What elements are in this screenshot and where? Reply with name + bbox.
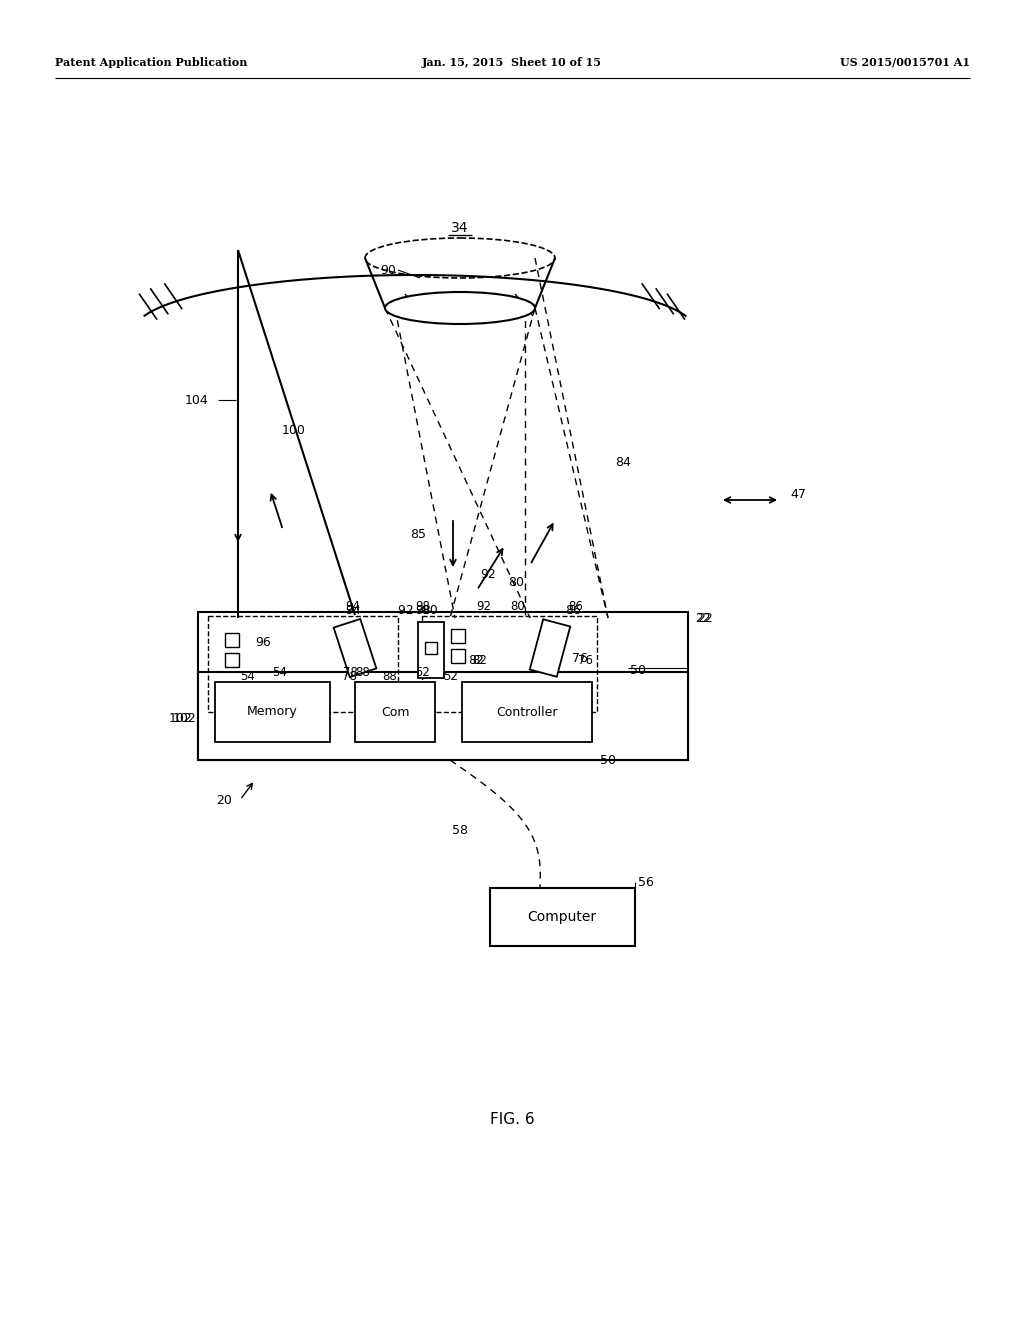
Text: 52: 52 — [443, 669, 458, 682]
Text: 47: 47 — [790, 487, 806, 500]
Text: 56: 56 — [638, 875, 654, 888]
Text: Jan. 15, 2015  Sheet 10 of 15: Jan. 15, 2015 Sheet 10 of 15 — [422, 57, 602, 67]
Bar — [490, 888, 635, 946]
Text: 20: 20 — [216, 793, 232, 807]
Text: Com: Com — [381, 705, 410, 718]
Text: 78: 78 — [343, 667, 357, 680]
Text: Patent Application Publication: Patent Application Publication — [55, 57, 248, 67]
Text: 92: 92 — [476, 601, 490, 614]
Text: 92  80: 92 80 — [398, 603, 437, 616]
Text: 102: 102 — [168, 711, 193, 725]
Text: 82: 82 — [468, 653, 484, 667]
Text: 88: 88 — [382, 669, 396, 682]
Text: 85: 85 — [410, 528, 426, 541]
Text: FIG. 6: FIG. 6 — [489, 1113, 535, 1127]
Bar — [215, 682, 330, 742]
Bar — [462, 682, 592, 742]
Text: Memory: Memory — [247, 705, 297, 718]
Text: 76: 76 — [572, 652, 588, 664]
Bar — [198, 672, 688, 760]
Bar — [425, 642, 437, 653]
Text: 100: 100 — [282, 424, 306, 437]
Text: 86: 86 — [568, 601, 583, 614]
Text: 78: 78 — [342, 669, 357, 682]
Text: 92: 92 — [480, 569, 496, 582]
Bar — [198, 612, 688, 760]
Ellipse shape — [385, 292, 535, 323]
Text: 98: 98 — [415, 603, 431, 616]
Text: US 2015/0015701 A1: US 2015/0015701 A1 — [840, 57, 970, 67]
Text: 82: 82 — [472, 653, 486, 667]
Text: Controller: Controller — [497, 705, 558, 718]
Text: 88: 88 — [355, 667, 370, 680]
Text: 96: 96 — [255, 636, 270, 649]
Bar — [208, 616, 398, 711]
Bar — [225, 634, 239, 647]
Text: 54: 54 — [272, 667, 287, 680]
Text: 102: 102 — [172, 711, 196, 725]
Text: 22: 22 — [695, 611, 711, 624]
Bar — [422, 616, 597, 711]
Text: 84: 84 — [615, 455, 631, 469]
Text: 90: 90 — [380, 264, 396, 276]
Polygon shape — [334, 619, 377, 677]
Text: 94: 94 — [345, 601, 360, 614]
Bar — [451, 630, 465, 643]
Text: 80: 80 — [508, 576, 524, 589]
Text: 76: 76 — [578, 653, 593, 667]
Text: 50: 50 — [630, 664, 646, 676]
Text: 22: 22 — [697, 611, 713, 624]
Text: 80: 80 — [510, 601, 524, 614]
Polygon shape — [529, 619, 570, 677]
Text: 50: 50 — [600, 754, 616, 767]
Text: Computer: Computer — [527, 909, 597, 924]
Bar — [418, 622, 444, 678]
Bar — [225, 653, 239, 667]
Text: 86: 86 — [565, 603, 581, 616]
Text: 54: 54 — [240, 669, 255, 682]
Text: 94: 94 — [345, 603, 360, 616]
Bar — [451, 649, 465, 663]
Text: 58: 58 — [452, 824, 468, 837]
Text: 52: 52 — [415, 667, 430, 680]
Text: 98: 98 — [415, 601, 430, 614]
Text: 34: 34 — [452, 220, 469, 235]
Bar — [355, 682, 435, 742]
Text: 104: 104 — [185, 393, 209, 407]
